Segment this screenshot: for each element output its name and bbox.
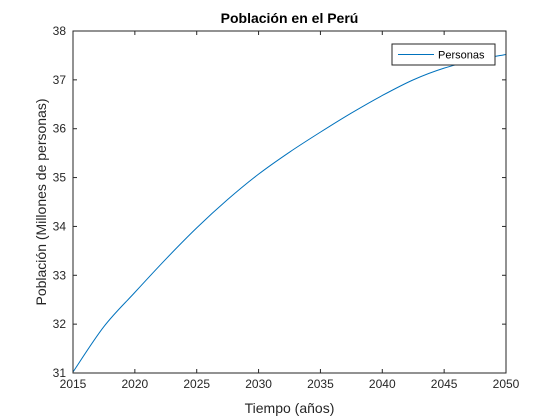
y-tick-label: 32 xyxy=(53,317,67,331)
legend-box xyxy=(391,43,496,66)
ticks-layer: 2015 2020 2025 2030 2035 2040 2045 2050 31 32 33 34… xyxy=(53,24,520,391)
y-tick-label: 33 xyxy=(53,268,67,282)
x-tick-label: 2040 xyxy=(369,377,396,391)
x-tick-label: 2015 xyxy=(60,377,87,391)
series-line-0 xyxy=(72,53,507,373)
x-tick-label: 2030 xyxy=(245,377,272,391)
y-tick-label: 36 xyxy=(53,122,67,136)
y-tick-label: 34 xyxy=(53,219,67,233)
y-tick-label: 38 xyxy=(53,24,67,38)
legend-entry-personas: Personas xyxy=(438,50,485,62)
x-tick-label: 2025 xyxy=(183,377,210,391)
chart-title: Población en el Perú xyxy=(221,10,359,26)
x-tick-label: 2050 xyxy=(493,377,520,391)
y-axis-label: Población (Millones de personas) xyxy=(33,99,49,306)
plot-area xyxy=(73,31,506,373)
y-tick-label: 35 xyxy=(53,171,67,185)
x-tick-label: 2045 xyxy=(431,377,458,391)
x-tick-label: 2020 xyxy=(122,377,149,391)
y-tick-label: 31 xyxy=(53,366,67,380)
plot-frame xyxy=(72,30,507,374)
y-tick-label: 37 xyxy=(53,73,67,87)
x-tick-label: 2035 xyxy=(307,377,334,391)
legend: Personas xyxy=(391,43,496,66)
data-layer xyxy=(72,53,507,373)
x-axis-label: Tiempo (años) xyxy=(245,400,335,416)
